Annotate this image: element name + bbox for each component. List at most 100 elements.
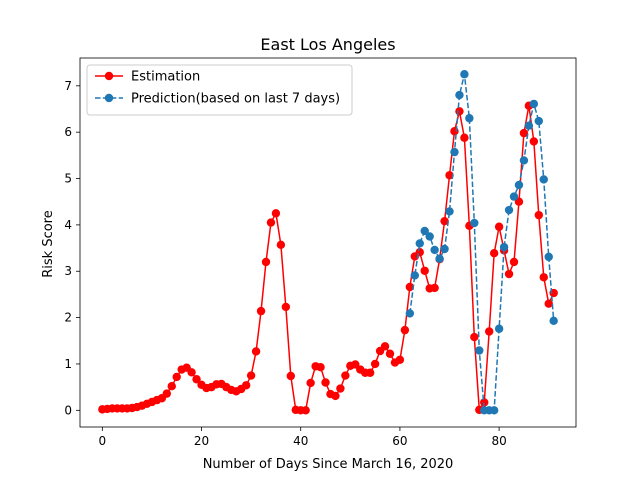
series-1-point	[534, 116, 543, 126]
x-tick-label: 20	[194, 434, 209, 448]
series-1-point	[519, 156, 529, 165]
series-1-point	[420, 226, 429, 236]
series-0-point	[380, 342, 390, 351]
series-0-point	[455, 107, 464, 116]
series-0-point	[370, 359, 380, 369]
legend-marker-0	[104, 71, 114, 81]
series-0-point	[430, 283, 439, 293]
series-0-point	[192, 375, 201, 384]
series-0-point	[172, 372, 181, 382]
x-tick-label: 40	[293, 434, 308, 448]
series-0-point	[261, 257, 271, 267]
series-0-point	[286, 371, 295, 381]
series-1-point	[450, 147, 459, 157]
series-0-point	[365, 368, 375, 377]
series-0-point	[246, 371, 256, 380]
series-0-point	[405, 282, 415, 292]
series-0-point	[251, 347, 261, 356]
series-0-point	[256, 306, 266, 316]
axes: 0 20 40 60 80 0 1 2 3 4 5 6 7	[64, 57, 577, 448]
series-1-point	[440, 244, 449, 254]
series-0-point	[306, 378, 315, 388]
series-0-point	[509, 257, 519, 267]
plot-area	[98, 70, 558, 415]
series-1-point	[465, 114, 474, 123]
series-0-point	[519, 128, 529, 138]
series-1-point	[509, 192, 519, 201]
legend-label-0: Estimation	[131, 70, 200, 85]
series-0-point	[336, 384, 345, 393]
series-1-point	[499, 242, 509, 252]
legend: Estimation Prediction(based on last 7 day…	[86, 64, 353, 116]
y-tick-label: 3	[64, 264, 72, 278]
series-1-point	[524, 121, 534, 130]
series-0-point	[167, 382, 176, 391]
series-1-point	[529, 99, 539, 109]
series-0-point	[395, 355, 405, 364]
series-0-point	[494, 222, 504, 231]
series-0-point	[400, 325, 410, 335]
series-0-point	[539, 273, 548, 282]
legend-label-1: Prediction(based on last 7 days)	[131, 92, 340, 107]
y-tick-label: 7	[64, 79, 72, 93]
series-1-point	[489, 406, 499, 415]
y-tick-label: 0	[64, 403, 72, 417]
series-0-point	[281, 302, 291, 312]
y-tick-label: 6	[64, 125, 72, 139]
series-1-point	[445, 207, 454, 216]
series-0-point	[460, 133, 469, 142]
series-0-point	[470, 332, 479, 342]
series-1-point	[494, 324, 504, 333]
series-0-point	[301, 406, 310, 415]
series-1-point	[410, 271, 419, 280]
x-axis-label: Number of Days Since March 16, 2020	[203, 457, 454, 472]
series-0-point	[162, 389, 171, 398]
series-0-point	[440, 216, 449, 226]
series-1-point	[430, 245, 439, 255]
series-1-point	[539, 175, 548, 184]
series-1-point	[504, 205, 514, 215]
y-tick-label: 5	[64, 172, 72, 186]
series-1-point	[415, 239, 424, 248]
series-1-point	[475, 346, 484, 355]
legend-box	[86, 64, 353, 116]
chart-title: East Los Angeles	[260, 35, 395, 54]
x-tick-label: 80	[491, 434, 506, 448]
series-0-point	[276, 240, 286, 250]
series-0-point	[529, 137, 539, 146]
y-tick-label: 1	[64, 357, 72, 371]
series-0-point	[450, 127, 459, 136]
legend-marker-1	[104, 93, 114, 103]
series-1-point	[460, 70, 469, 79]
plot-frame	[79, 57, 577, 428]
series-0-point	[187, 368, 196, 377]
series-0-point	[341, 371, 350, 380]
series-0-point	[534, 210, 543, 220]
y-tick-label: 2	[64, 311, 72, 325]
series-0-point	[316, 363, 325, 372]
series-1-point	[405, 309, 415, 318]
series-1-point	[514, 180, 524, 190]
series-0-point	[241, 381, 251, 390]
series-0-point	[271, 209, 281, 218]
series-0-point	[420, 266, 429, 275]
series-1-point	[455, 90, 464, 100]
series-1-point	[549, 316, 558, 326]
series-0-point	[544, 299, 553, 308]
series-0-point	[266, 218, 276, 227]
x-tick-label: 0	[98, 434, 106, 448]
series-0-point	[489, 248, 499, 258]
series-1-point	[425, 232, 434, 241]
series-0-point	[485, 327, 494, 336]
x-tick-label: 60	[392, 434, 407, 448]
y-axis-label: Risk Score	[41, 210, 56, 278]
series-0-point	[321, 378, 330, 387]
series-0-point	[504, 269, 514, 279]
series-1-point	[470, 218, 479, 228]
series-1-point	[435, 254, 444, 263]
series-0-point	[415, 248, 424, 257]
series-1-point	[544, 252, 553, 262]
y-tick-label: 4	[64, 218, 72, 232]
